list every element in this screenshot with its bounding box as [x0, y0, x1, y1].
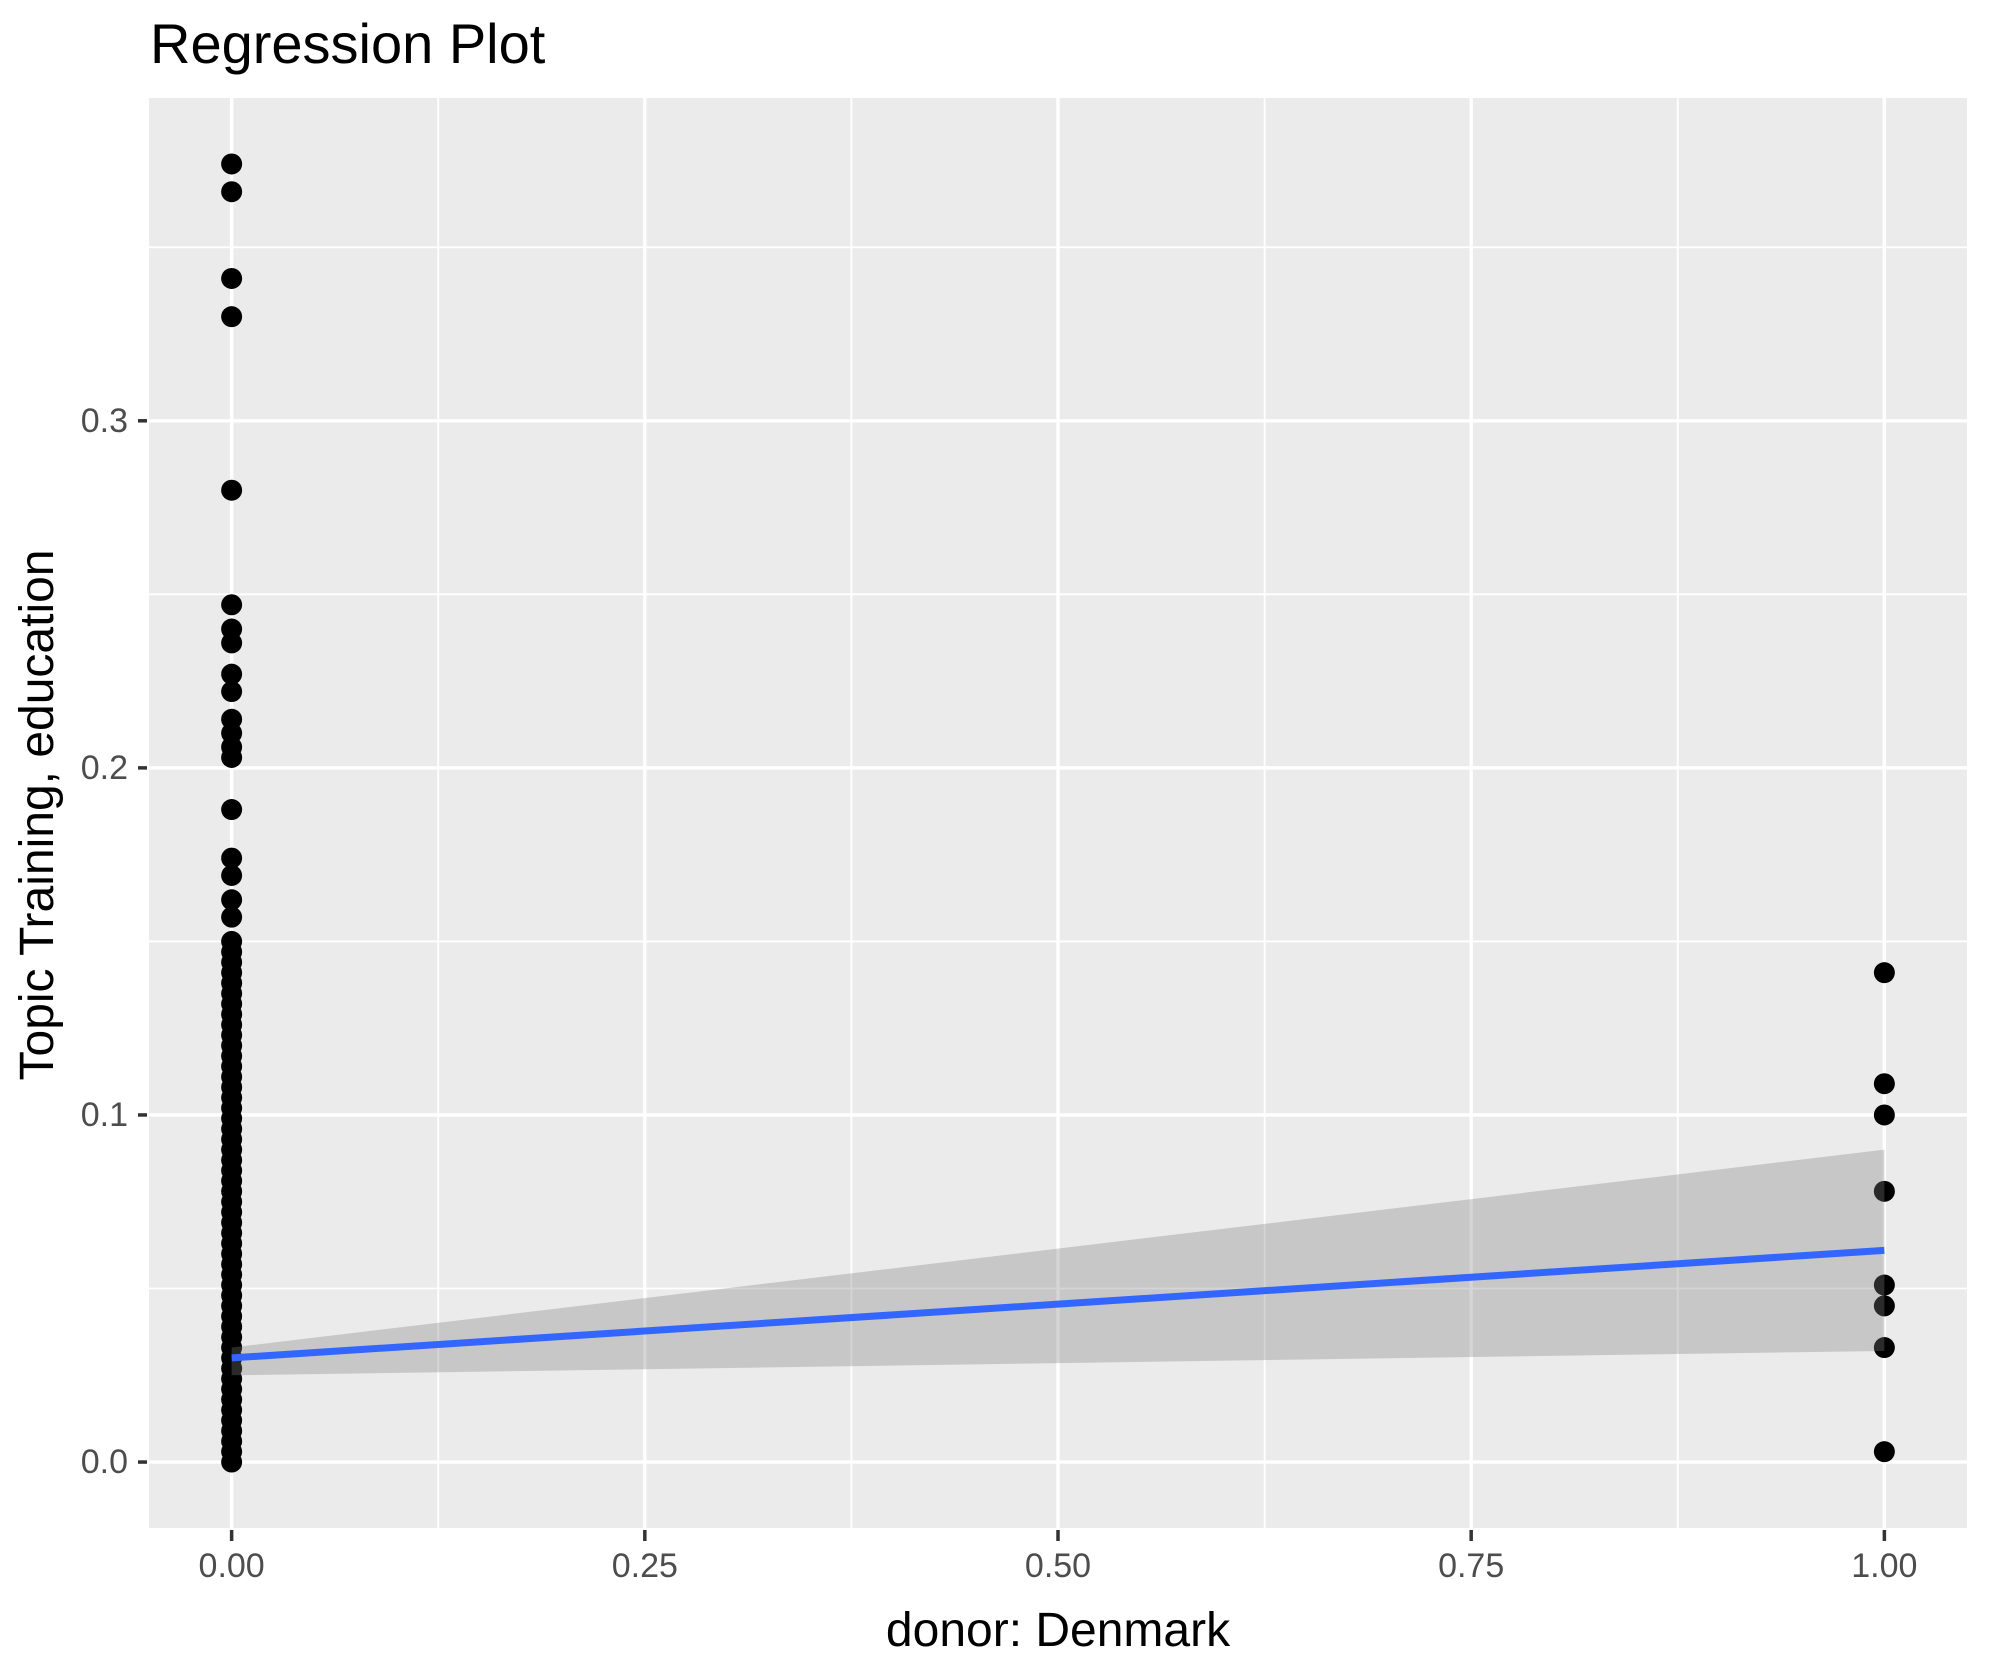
y-tick-label: 0.2 [80, 748, 128, 787]
x-tick-label: 0.50 [1024, 1547, 1092, 1585]
data-point [221, 889, 243, 911]
x-tick-label: 0.25 [611, 1547, 678, 1585]
data-point [221, 663, 243, 685]
data-point [221, 594, 243, 616]
x-tick-label: 0.00 [198, 1547, 265, 1585]
data-point [221, 681, 243, 703]
data-point [1873, 1180, 1895, 1202]
y-tick-label: 0.0 [80, 1443, 128, 1482]
regression-line [231, 1246, 1885, 1362]
data-point [221, 632, 243, 654]
data-point [221, 746, 243, 768]
data-point [1873, 1274, 1895, 1296]
data-point [1873, 1337, 1895, 1359]
x-tick-label: 0.75 [1438, 1547, 1505, 1585]
data-point [1873, 962, 1895, 984]
data-point [221, 864, 243, 886]
y-tick-label: 0.3 [80, 401, 128, 440]
x-axis-title: donor: Denmark [885, 1604, 1231, 1657]
y-axis-title: Topic Training, education [11, 549, 64, 1081]
y-tick-label: 0.1 [80, 1095, 128, 1134]
data-point [221, 847, 243, 869]
data-point [1873, 1295, 1895, 1317]
data-point [1873, 1073, 1895, 1095]
data-point [221, 479, 243, 501]
data-point [221, 267, 243, 289]
data-point [1873, 1441, 1895, 1463]
confidence-band [231, 1149, 1885, 1376]
data-point [221, 153, 243, 175]
data-point [221, 306, 243, 328]
data-point [221, 1451, 243, 1473]
data-point [221, 906, 243, 928]
data-point [1873, 1104, 1895, 1126]
x-tick-label: 1.00 [1851, 1547, 1918, 1585]
data-point [221, 181, 243, 203]
plot-title: Regression Plot [150, 12, 546, 75]
data-point [221, 799, 243, 821]
